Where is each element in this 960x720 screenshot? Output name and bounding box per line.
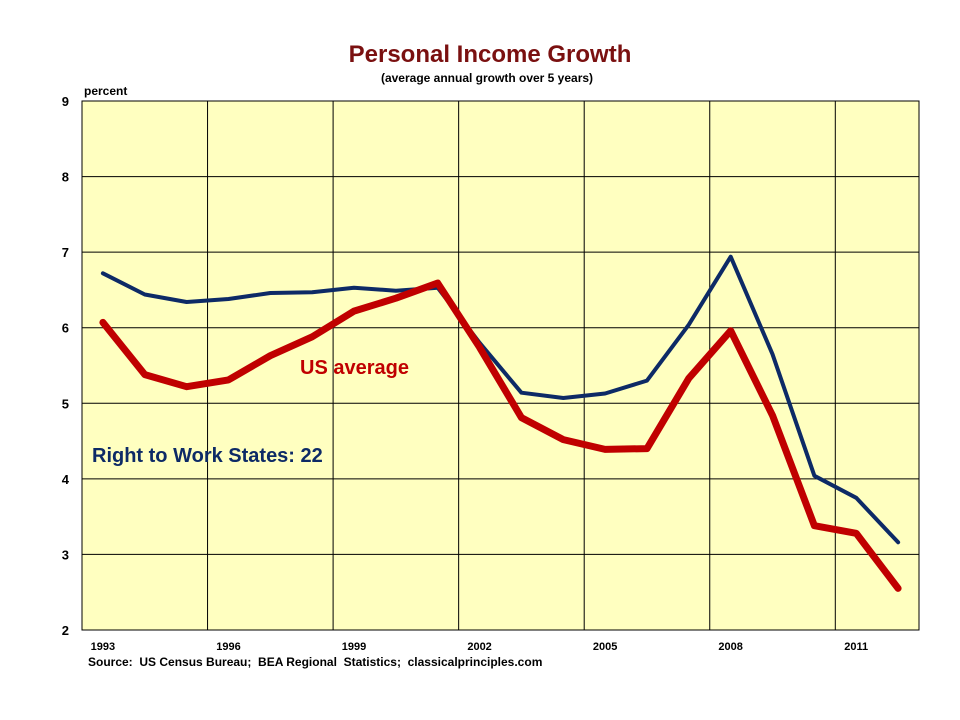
chart-title: Personal Income Growth bbox=[349, 41, 632, 68]
x-tick-label: 1996 bbox=[216, 641, 240, 653]
y-tick-label: 9 bbox=[62, 94, 69, 109]
source-note: Source: US Census Bureau; BEA Regional S… bbox=[88, 655, 542, 669]
x-tick-label: 2008 bbox=[718, 641, 742, 653]
y-tick-label: 8 bbox=[62, 170, 69, 185]
x-tick-label: 1999 bbox=[342, 641, 366, 653]
series-lines bbox=[99, 254, 902, 592]
chart-subtitle: (average annual growth over 5 years) bbox=[381, 71, 593, 85]
y-tick-label: 2 bbox=[62, 623, 69, 638]
y-tick-labels: 2 3 4 5 6 7 8 9 bbox=[62, 94, 70, 638]
x-tick-label: 2011 bbox=[844, 641, 868, 653]
y-tick-label: 4 bbox=[62, 472, 70, 487]
series-label-right-to-work: Right to Work States: 22 bbox=[92, 445, 323, 467]
series-line-us-average bbox=[99, 279, 902, 592]
x-tick-label: 1993 bbox=[91, 641, 115, 653]
series-label-us-average: US average bbox=[300, 357, 409, 379]
y-axis-label: percent bbox=[84, 84, 127, 98]
series-line-right-to-work bbox=[100, 254, 901, 545]
y-tick-label: 7 bbox=[62, 245, 69, 260]
x-tick-label: 2005 bbox=[593, 641, 617, 653]
y-tick-label: 6 bbox=[62, 321, 69, 336]
grid bbox=[82, 101, 919, 630]
x-tick-labels: 1993 1996 1999 2002 2005 2008 2011 bbox=[91, 641, 868, 653]
x-tick-label: 2002 bbox=[467, 641, 491, 653]
y-tick-label: 3 bbox=[62, 547, 69, 562]
y-tick-label: 5 bbox=[62, 396, 69, 411]
